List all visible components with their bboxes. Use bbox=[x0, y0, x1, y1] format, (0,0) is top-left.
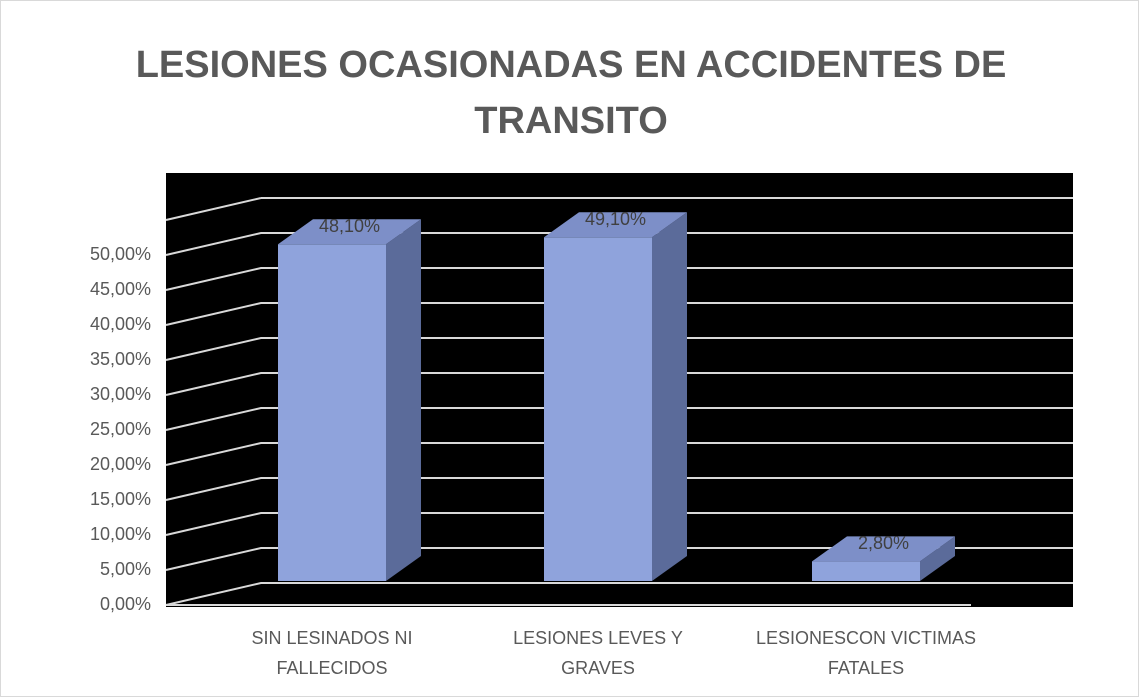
data-label: 2,80% bbox=[858, 533, 909, 553]
bar bbox=[278, 244, 386, 582]
grid-line bbox=[165, 477, 1073, 501]
wall-edge bbox=[165, 197, 262, 221]
data-label: 48,10% bbox=[319, 216, 380, 236]
bar-top bbox=[278, 219, 421, 245]
y-tick-label: 30,00% bbox=[90, 384, 151, 404]
y-tick-label: 10,00% bbox=[90, 524, 151, 544]
bar bbox=[544, 237, 652, 582]
grid-line bbox=[165, 232, 1073, 256]
x-tick-label: LESIONES LEVES Y GRAVES bbox=[513, 628, 683, 678]
grid-line bbox=[165, 582, 1073, 606]
y-tick-label: 25,00% bbox=[90, 419, 151, 439]
grid-line bbox=[165, 267, 1073, 291]
bar bbox=[812, 561, 920, 581]
y-tick-label: 15,00% bbox=[90, 489, 151, 509]
x-tick-label: SIN LESINADOS NI FALLECIDOS bbox=[251, 628, 413, 678]
x-tick-label: LESIONESCON VICTIMAS FATALES bbox=[755, 628, 977, 678]
y-tick-label: 0,00% bbox=[100, 594, 151, 614]
y-tick-label: 45,00% bbox=[90, 279, 151, 299]
grid-line bbox=[165, 337, 1073, 361]
y-tick-label: 5,00% bbox=[100, 559, 151, 579]
data-label: 49,10% bbox=[585, 209, 646, 229]
grid-line bbox=[165, 547, 1073, 571]
bar-side bbox=[920, 536, 955, 581]
chart-title: LESIONES OCASIONADAS EN ACCIDENTES DE TR… bbox=[135, 44, 1007, 142]
bar-top bbox=[544, 212, 687, 238]
y-tick-label: 40,00% bbox=[90, 314, 151, 334]
y-tick-label: 35,00% bbox=[90, 349, 151, 369]
y-tick-label: 50,00% bbox=[90, 244, 151, 264]
grid-line bbox=[165, 407, 1073, 431]
bar-side bbox=[386, 219, 421, 582]
bar-top bbox=[812, 536, 955, 562]
grid-line bbox=[165, 512, 1073, 536]
grid-line bbox=[165, 302, 1073, 326]
grid-line bbox=[165, 442, 1073, 466]
y-tick-label: 20,00% bbox=[90, 454, 151, 474]
bar-side bbox=[652, 212, 687, 582]
grid-line bbox=[165, 372, 1073, 396]
